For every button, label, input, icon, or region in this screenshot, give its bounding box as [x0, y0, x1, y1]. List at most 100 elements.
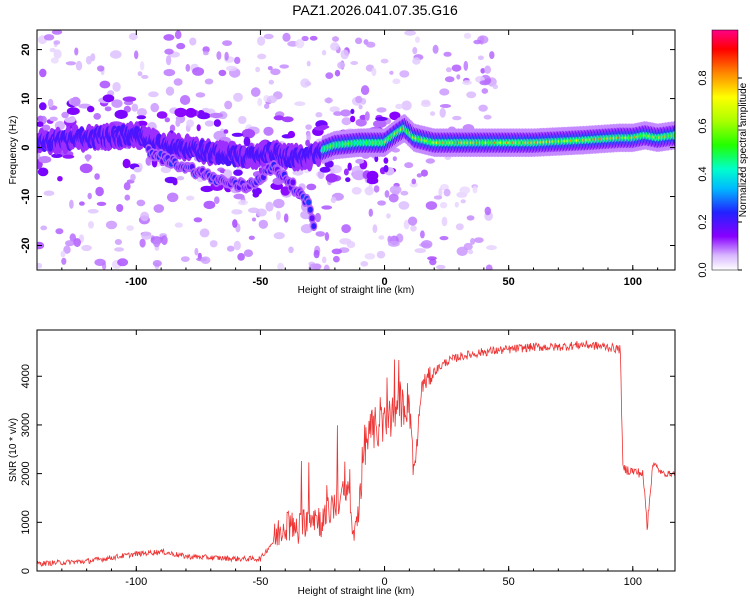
- noise-blob: [321, 49, 327, 56]
- noise-blob: [136, 115, 147, 120]
- noise-blob: [420, 101, 431, 107]
- noise-blob: [306, 132, 311, 142]
- noise-blob: [484, 65, 491, 74]
- noise-blob: [318, 125, 330, 129]
- snr-frame: [36, 329, 676, 572]
- noise-blob: [238, 116, 247, 124]
- noise-blob: [400, 190, 409, 196]
- noise-blob: [96, 201, 107, 206]
- noise-blob: [250, 87, 261, 97]
- noise-blob: [233, 92, 243, 102]
- noise-blob: [257, 53, 267, 60]
- noise-blob: [401, 100, 412, 111]
- colorbar-tick-label: 0.6: [697, 118, 709, 133]
- noise-blob: [329, 106, 340, 113]
- noise-blob: [412, 57, 421, 65]
- noise-blob: [331, 248, 342, 255]
- noise-blob: [283, 213, 289, 223]
- noise-blob: [51, 30, 63, 35]
- noise-blob: [455, 223, 464, 231]
- noise-blob: [304, 81, 312, 86]
- noise-blob: [204, 120, 214, 127]
- noise-blob: [364, 253, 376, 260]
- noise-blob: [474, 237, 484, 244]
- noise-blob: [139, 61, 145, 71]
- x-tick-label: 50: [503, 276, 515, 288]
- noise-blob: [403, 219, 410, 230]
- noise-blob: [410, 225, 417, 232]
- noise-blob: [137, 108, 147, 117]
- noise-blob: [163, 69, 176, 77]
- noise-blob: [55, 228, 64, 235]
- noise-blob: [364, 111, 370, 121]
- noise-blob: [252, 192, 260, 198]
- noise-blob: [332, 36, 339, 42]
- y-tick-label: -20: [20, 238, 32, 254]
- noise-blob: [153, 204, 165, 213]
- noise-blob: [389, 70, 394, 75]
- colorbar-frame: [711, 29, 739, 271]
- y-tick-label: 1000: [20, 510, 32, 534]
- noise-blob: [345, 177, 351, 183]
- noise-blob: [368, 182, 373, 193]
- noise-blob: [350, 108, 355, 115]
- noise-blob: [176, 42, 186, 50]
- noise-blob: [334, 69, 341, 77]
- noise-blob: [432, 44, 439, 54]
- noise-blob: [341, 117, 352, 126]
- noise-blob: [366, 170, 379, 181]
- noise-blob: [237, 253, 245, 261]
- noise-blob: [337, 61, 345, 69]
- noise-blob: [374, 155, 379, 163]
- noise-blob: [451, 64, 462, 72]
- noise-blob: [420, 230, 425, 239]
- noise-blob: [436, 264, 446, 270]
- noise-blob: [355, 118, 367, 127]
- noise-blob: [53, 40, 61, 45]
- x-tick-label: -50: [252, 276, 268, 288]
- snr-y-axis-label: SNR (10 * v/v): [8, 418, 19, 482]
- noise-blob: [416, 173, 423, 178]
- x-tick-label: -50: [252, 576, 268, 588]
- noise-blob: [141, 231, 152, 240]
- noise-blob: [105, 220, 118, 230]
- noise-blob: [411, 178, 417, 185]
- noise-blob: [371, 67, 377, 77]
- noise-blob: [124, 194, 131, 201]
- noise-blob: [409, 181, 418, 188]
- noise-blob: [110, 50, 122, 59]
- noise-blob: [140, 211, 150, 222]
- noise-blob: [224, 100, 233, 110]
- noise-blob: [378, 235, 385, 240]
- noise-blob: [248, 235, 255, 240]
- noise-blob: [462, 80, 472, 86]
- noise-blob: [333, 255, 340, 263]
- noise-blob: [279, 64, 290, 69]
- noise-blob: [317, 170, 325, 179]
- noise-blob: [376, 250, 386, 259]
- noise-blob: [203, 51, 209, 56]
- noise-blob: [306, 183, 317, 191]
- noise-blob: [257, 36, 266, 46]
- noise-blob: [300, 224, 313, 234]
- noise-blob: [176, 176, 185, 181]
- ridge-core: [306, 199, 312, 206]
- ridge-core: [290, 179, 296, 186]
- y-tick-label: 4000: [20, 364, 32, 388]
- noise-blob: [51, 153, 63, 158]
- noise-blob: [164, 117, 170, 123]
- noise-blob: [460, 199, 466, 204]
- noise-blob: [439, 88, 450, 96]
- x-tick-label: -100: [125, 276, 147, 288]
- colorbar: 0.0 0.2 0.4 0.6 0.8 Normalized spectral ampl…: [697, 29, 749, 278]
- noise-blob: [273, 115, 284, 121]
- noise-blob: [153, 238, 161, 248]
- noise-blob: [174, 222, 183, 228]
- noise-blob: [273, 198, 285, 209]
- noise-blob: [389, 185, 402, 195]
- noise-blob: [141, 74, 149, 79]
- noise-blob: [79, 163, 93, 174]
- noise-blob: [139, 238, 146, 248]
